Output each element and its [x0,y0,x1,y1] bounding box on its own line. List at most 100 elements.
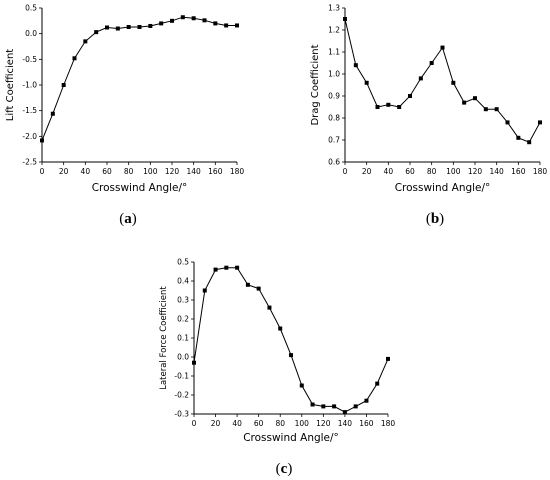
data-point-marker [235,23,239,28]
data-point-marker [245,282,250,287]
data-point-marker [440,45,445,50]
data-point-marker [494,107,499,112]
data-point-marker [115,26,120,31]
y-tick-label: 0.6 [328,158,340,167]
y-axis-title: Drag Coefficient [310,44,321,125]
x-tick-label: 0 [192,419,197,428]
x-tick-label: 120 [165,167,180,176]
data-point-marker [343,17,347,21]
series-line [193,267,389,413]
y-tick-label: -1.5 [22,106,37,115]
series-line [344,18,541,143]
x-tick-label: 140 [187,167,202,176]
x-tick-label: 0 [343,167,348,176]
data-point-marker [473,96,477,101]
x-tick-label: 160 [359,419,374,428]
y-tick-label: 1.0 [328,70,340,79]
x-tick-label: 20 [362,167,372,176]
data-point-marker [538,120,542,125]
y-axis-title: Lateral Force Coefficient [159,286,169,390]
data-point-marker [278,326,283,331]
y-tick-label: -0.2 [174,391,189,400]
x-tick-label: 80 [427,167,437,176]
data-point-marker [342,410,347,415]
x-tick-label: 140 [490,167,505,176]
data-point-marker [516,135,521,140]
x-tick-label: 40 [384,167,394,176]
data-point-marker [40,138,44,143]
x-tick-label: 20 [211,419,221,428]
data-point-marker [353,63,358,68]
data-point-marker [386,102,391,107]
x-tick-label: 100 [295,419,310,428]
data-point-marker [256,286,261,291]
y-axis-title: Lift Coefficient [5,49,16,121]
y-tick-label: 1.3 [328,4,340,13]
data-point-marker [321,404,326,409]
data-point-marker [137,24,142,29]
data-point-marker [94,30,99,35]
data-point-marker [224,23,229,28]
chart-drag-coefficient: 0 20 40 60 80 100 120 140 160 180 0.6 0.7 0.8 0.9 1.0 1… [310,4,547,228]
data-point-marker [202,18,207,23]
data-point-marker [202,288,207,293]
y-tick-label: -0.1 [174,372,189,381]
data-point-marker [462,100,467,105]
chart-lateral-force-coefficient: 0 20 40 60 80 100 120 140 160 180 -0.3 -0.2 -0.1 0.0 0… [159,258,395,478]
y-tick-label: -0.5 [22,55,37,64]
y-tick-label: -1.0 [22,81,37,90]
y-tick-label: 0.1 [177,334,189,343]
data-point-marker [527,140,532,145]
data-point-marker [72,56,77,61]
y-tick-label: -2.0 [22,132,37,141]
y-tick-label: -2.5 [22,158,37,167]
data-point-marker [159,21,164,26]
x-tick-label: 180 [533,167,548,176]
x-tick-label: 60 [254,419,264,428]
x-axis-title: Crosswind Angle/° [92,182,188,194]
x-tick-label: 80 [275,419,285,428]
x-tick-label: 20 [59,167,69,176]
data-point-marker [224,265,229,270]
data-point-marker [192,360,196,365]
subfigure-caption: (c) [276,461,293,477]
data-point-marker [418,76,423,81]
data-point-marker [235,265,240,270]
y-tick-label: 0.0 [25,29,37,38]
y-tick-label: 0.0 [177,353,189,362]
y-tick-label: 0.9 [328,92,340,101]
data-point-marker [83,39,88,44]
y-tick-label: 0.3 [177,296,189,305]
x-tick-label: 160 [511,167,526,176]
y-tick-label: 0.8 [328,114,340,123]
data-point-marker [61,83,66,87]
x-tick-label: 120 [468,167,483,176]
data-point-marker [408,94,412,98]
y-tick-label: 1.2 [328,26,340,35]
data-point-marker [289,353,293,358]
x-tick-label: 60 [102,167,112,176]
chart-lift-coefficient: 0 20 40 60 80 100 120 140 160 180 -2.5 -2.0 -1.5 -1.0… [5,4,244,228]
data-point-marker [213,267,218,272]
data-point-marker [299,383,304,388]
data-point-marker [353,404,358,409]
x-tick-label: 40 [81,167,91,176]
data-point-marker [451,80,456,85]
data-point-marker [50,111,55,116]
data-point-marker [386,356,390,361]
y-tick-label: 0.4 [177,277,189,286]
data-point-marker [148,23,153,28]
series-line [41,16,237,141]
x-tick-label: 80 [124,167,134,176]
y-tick-label: 0.7 [328,136,340,145]
subfigure-caption: (b) [426,211,444,227]
x-tick-label: 100 [446,167,461,176]
x-axis-title: Crosswind Angle/° [243,432,339,444]
y-tick-label: 0.5 [25,4,37,13]
data-point-marker [267,305,272,310]
y-tick-label: 0.5 [177,258,189,267]
y-tick-label: 1.1 [328,48,340,57]
data-point-marker [126,24,131,29]
data-point-marker [483,107,488,112]
